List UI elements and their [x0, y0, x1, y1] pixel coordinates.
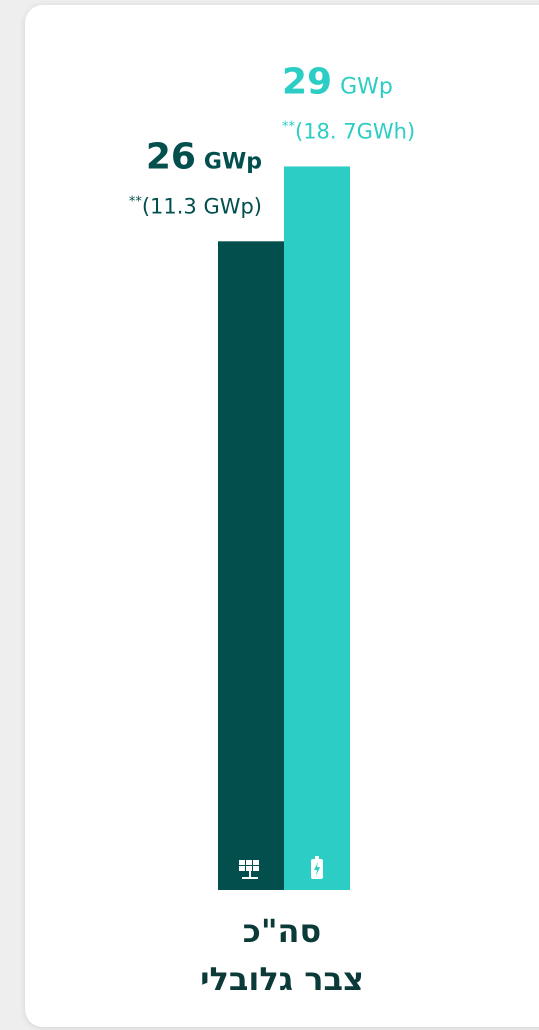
- solar-cell: [246, 866, 252, 871]
- title-line: סה"כ: [243, 912, 322, 950]
- bar: [284, 166, 350, 890]
- solar-cell: [253, 860, 259, 865]
- solar-icon: [239, 860, 259, 879]
- note-mark: **: [129, 194, 143, 209]
- solar-cell: [239, 866, 245, 871]
- note: (18. 7GWh): [295, 119, 415, 143]
- unit: GWp: [204, 149, 262, 174]
- value-label: 29 GWp: [282, 61, 393, 102]
- note-label: **(11.3 GWp): [129, 194, 262, 218]
- solar-cell: [239, 860, 245, 865]
- battery-icon: [311, 856, 323, 879]
- unit: GWp: [340, 74, 393, 99]
- note-mark: **: [282, 119, 296, 134]
- solar-base: [242, 877, 258, 879]
- plot: 26 GWp**(11.3 GWp)29 GWp**(18. 7GWh): [129, 61, 415, 891]
- note-label: **(18. 7GWh): [282, 119, 415, 143]
- solar-stand: [249, 871, 251, 877]
- bar: [218, 241, 284, 891]
- title-line: צבר גלובלי: [200, 960, 364, 998]
- value: 29: [282, 61, 332, 102]
- battery-bolt: [314, 862, 320, 876]
- solar-cell: [246, 860, 252, 865]
- note: (11.3 GWp): [142, 194, 262, 218]
- value: 26: [146, 136, 196, 177]
- battery-cap: [315, 856, 319, 859]
- value-label: 26 GWp: [146, 136, 262, 177]
- solar-cell: [253, 866, 259, 871]
